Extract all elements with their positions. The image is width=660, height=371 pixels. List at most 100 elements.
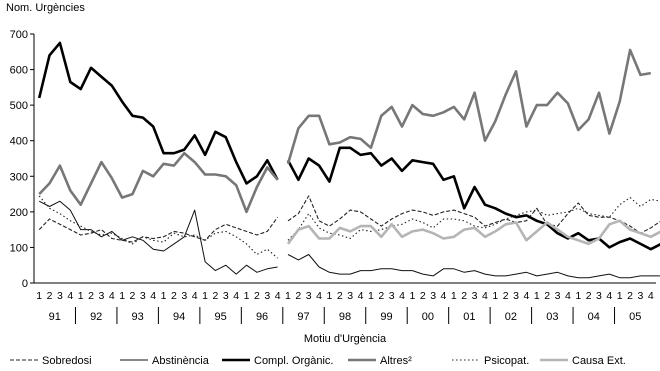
x-quarter-label: 3 bbox=[513, 290, 519, 302]
y-axis-title: Nom. Urgències bbox=[6, 2, 85, 14]
y-tick-label: 400 bbox=[10, 136, 28, 148]
x-quarter-label: 1 bbox=[36, 290, 42, 302]
legend-label: Psicopat. bbox=[484, 355, 529, 367]
x-quarter-label: 3 bbox=[140, 290, 146, 302]
legend-label: Compl. Orgànic. bbox=[254, 355, 333, 367]
x-quarter-label: 1 bbox=[534, 290, 540, 302]
x-quarter-label: 2 bbox=[461, 290, 467, 302]
x-year-label: 04 bbox=[588, 311, 600, 323]
x-quarter-label: 2 bbox=[420, 290, 426, 302]
y-tick-label: 600 bbox=[10, 65, 28, 77]
x-quarter-label: 3 bbox=[181, 290, 187, 302]
x-quarter-label: 4 bbox=[565, 290, 571, 302]
x-quarter-label: 3 bbox=[57, 290, 63, 302]
x-quarter-label: 4 bbox=[482, 290, 488, 302]
legend-label: Altres² bbox=[380, 355, 412, 367]
series-line bbox=[38, 195, 278, 259]
x-quarter-label: 3 bbox=[389, 290, 395, 302]
series-line bbox=[286, 219, 660, 246]
x-quarter-label: 4 bbox=[358, 290, 364, 302]
x-quarter-label: 3 bbox=[596, 290, 602, 302]
x-quarter-label: 1 bbox=[202, 290, 208, 302]
x-quarter-label: 4 bbox=[399, 290, 405, 302]
x-quarter-label: 1 bbox=[409, 290, 415, 302]
series-line bbox=[38, 216, 279, 243]
x-quarter-label: 2 bbox=[88, 290, 94, 302]
y-tick-label: 100 bbox=[10, 242, 28, 254]
x-quarter-label: 1 bbox=[161, 290, 167, 302]
series-line bbox=[37, 41, 279, 185]
x-year-label: 99 bbox=[380, 311, 392, 323]
x-quarter-label: 4 bbox=[275, 290, 281, 302]
x-quarter-label: 2 bbox=[544, 290, 550, 302]
x-quarter-label: 1 bbox=[78, 290, 84, 302]
x-quarter-label: 1 bbox=[368, 290, 374, 302]
x-year-label: 98 bbox=[339, 311, 351, 323]
x-quarter-label: 1 bbox=[244, 290, 250, 302]
x-year-label: 03 bbox=[546, 311, 558, 323]
x-quarter-label: 2 bbox=[337, 290, 343, 302]
series-line bbox=[287, 254, 660, 279]
x-quarter-label: 2 bbox=[171, 290, 177, 302]
x-quarter-label: 4 bbox=[441, 290, 447, 302]
x-quarter-label: 4 bbox=[150, 290, 156, 302]
y-tick-label: 200 bbox=[10, 207, 28, 219]
x-quarter-label: 4 bbox=[109, 290, 115, 302]
x-quarter-label: 1 bbox=[451, 290, 457, 302]
x-quarter-label: 4 bbox=[523, 290, 529, 302]
x-quarter-label: 4 bbox=[192, 290, 198, 302]
legend-label: Abstinència bbox=[152, 355, 210, 367]
x-quarter-label: 3 bbox=[555, 290, 561, 302]
x-quarter-label: 1 bbox=[285, 290, 291, 302]
x-quarter-label: 4 bbox=[316, 290, 322, 302]
x-year-label: 96 bbox=[256, 311, 268, 323]
x-quarter-label: 1 bbox=[575, 290, 581, 302]
x-quarter-label: 3 bbox=[638, 290, 644, 302]
series-line bbox=[286, 48, 652, 165]
x-quarter-label: 2 bbox=[130, 290, 136, 302]
x-quarter-label: 3 bbox=[223, 290, 229, 302]
x-year-label: 93 bbox=[132, 311, 144, 323]
x-year-label: 92 bbox=[90, 311, 102, 323]
series-line bbox=[38, 200, 278, 275]
x-year-label: 05 bbox=[629, 311, 641, 323]
x-quarter-label: 3 bbox=[347, 290, 353, 302]
x-quarter-label: 4 bbox=[648, 290, 654, 302]
x-quarter-label: 1 bbox=[327, 290, 333, 302]
y-tick-label: 500 bbox=[10, 100, 28, 112]
series-line bbox=[38, 151, 279, 214]
x-quarter-label: 2 bbox=[378, 290, 384, 302]
x-year-label: 91 bbox=[49, 311, 61, 323]
y-tick-label: 700 bbox=[10, 29, 28, 41]
x-quarter-label: 2 bbox=[503, 290, 509, 302]
x-axis-title: Motiu d'Urgència bbox=[304, 333, 387, 345]
x-year-label: 97 bbox=[297, 311, 309, 323]
x-quarter-label: 2 bbox=[254, 290, 260, 302]
x-year-label: 02 bbox=[505, 311, 517, 323]
x-quarter-label: 2 bbox=[627, 290, 633, 302]
x-quarter-label: 1 bbox=[119, 290, 125, 302]
x-quarter-label: 2 bbox=[212, 290, 218, 302]
x-quarter-label: 4 bbox=[67, 290, 73, 302]
x-quarter-label: 3 bbox=[264, 290, 270, 302]
x-quarter-label: 4 bbox=[233, 290, 239, 302]
x-year-label: 94 bbox=[173, 311, 185, 323]
x-quarter-label: 2 bbox=[47, 290, 53, 302]
x-year-label: 95 bbox=[214, 311, 226, 323]
x-quarter-label: 3 bbox=[472, 290, 478, 302]
x-year-label: 00 bbox=[422, 311, 434, 323]
x-quarter-label: 3 bbox=[306, 290, 312, 302]
x-quarter-label: 4 bbox=[606, 290, 612, 302]
x-quarter-label: 1 bbox=[617, 290, 623, 302]
x-quarter-label: 2 bbox=[295, 290, 301, 302]
legend-label: Causa Ext. bbox=[572, 355, 626, 367]
x-quarter-label: 3 bbox=[98, 290, 104, 302]
y-tick-label: 300 bbox=[10, 171, 28, 183]
x-quarter-label: 2 bbox=[586, 290, 592, 302]
series-line bbox=[286, 146, 660, 251]
legend-label: Sobredosi bbox=[42, 355, 92, 367]
x-quarter-label: 3 bbox=[430, 290, 436, 302]
x-quarter-label: 1 bbox=[492, 290, 498, 302]
y-tick-label: 0 bbox=[22, 278, 28, 290]
